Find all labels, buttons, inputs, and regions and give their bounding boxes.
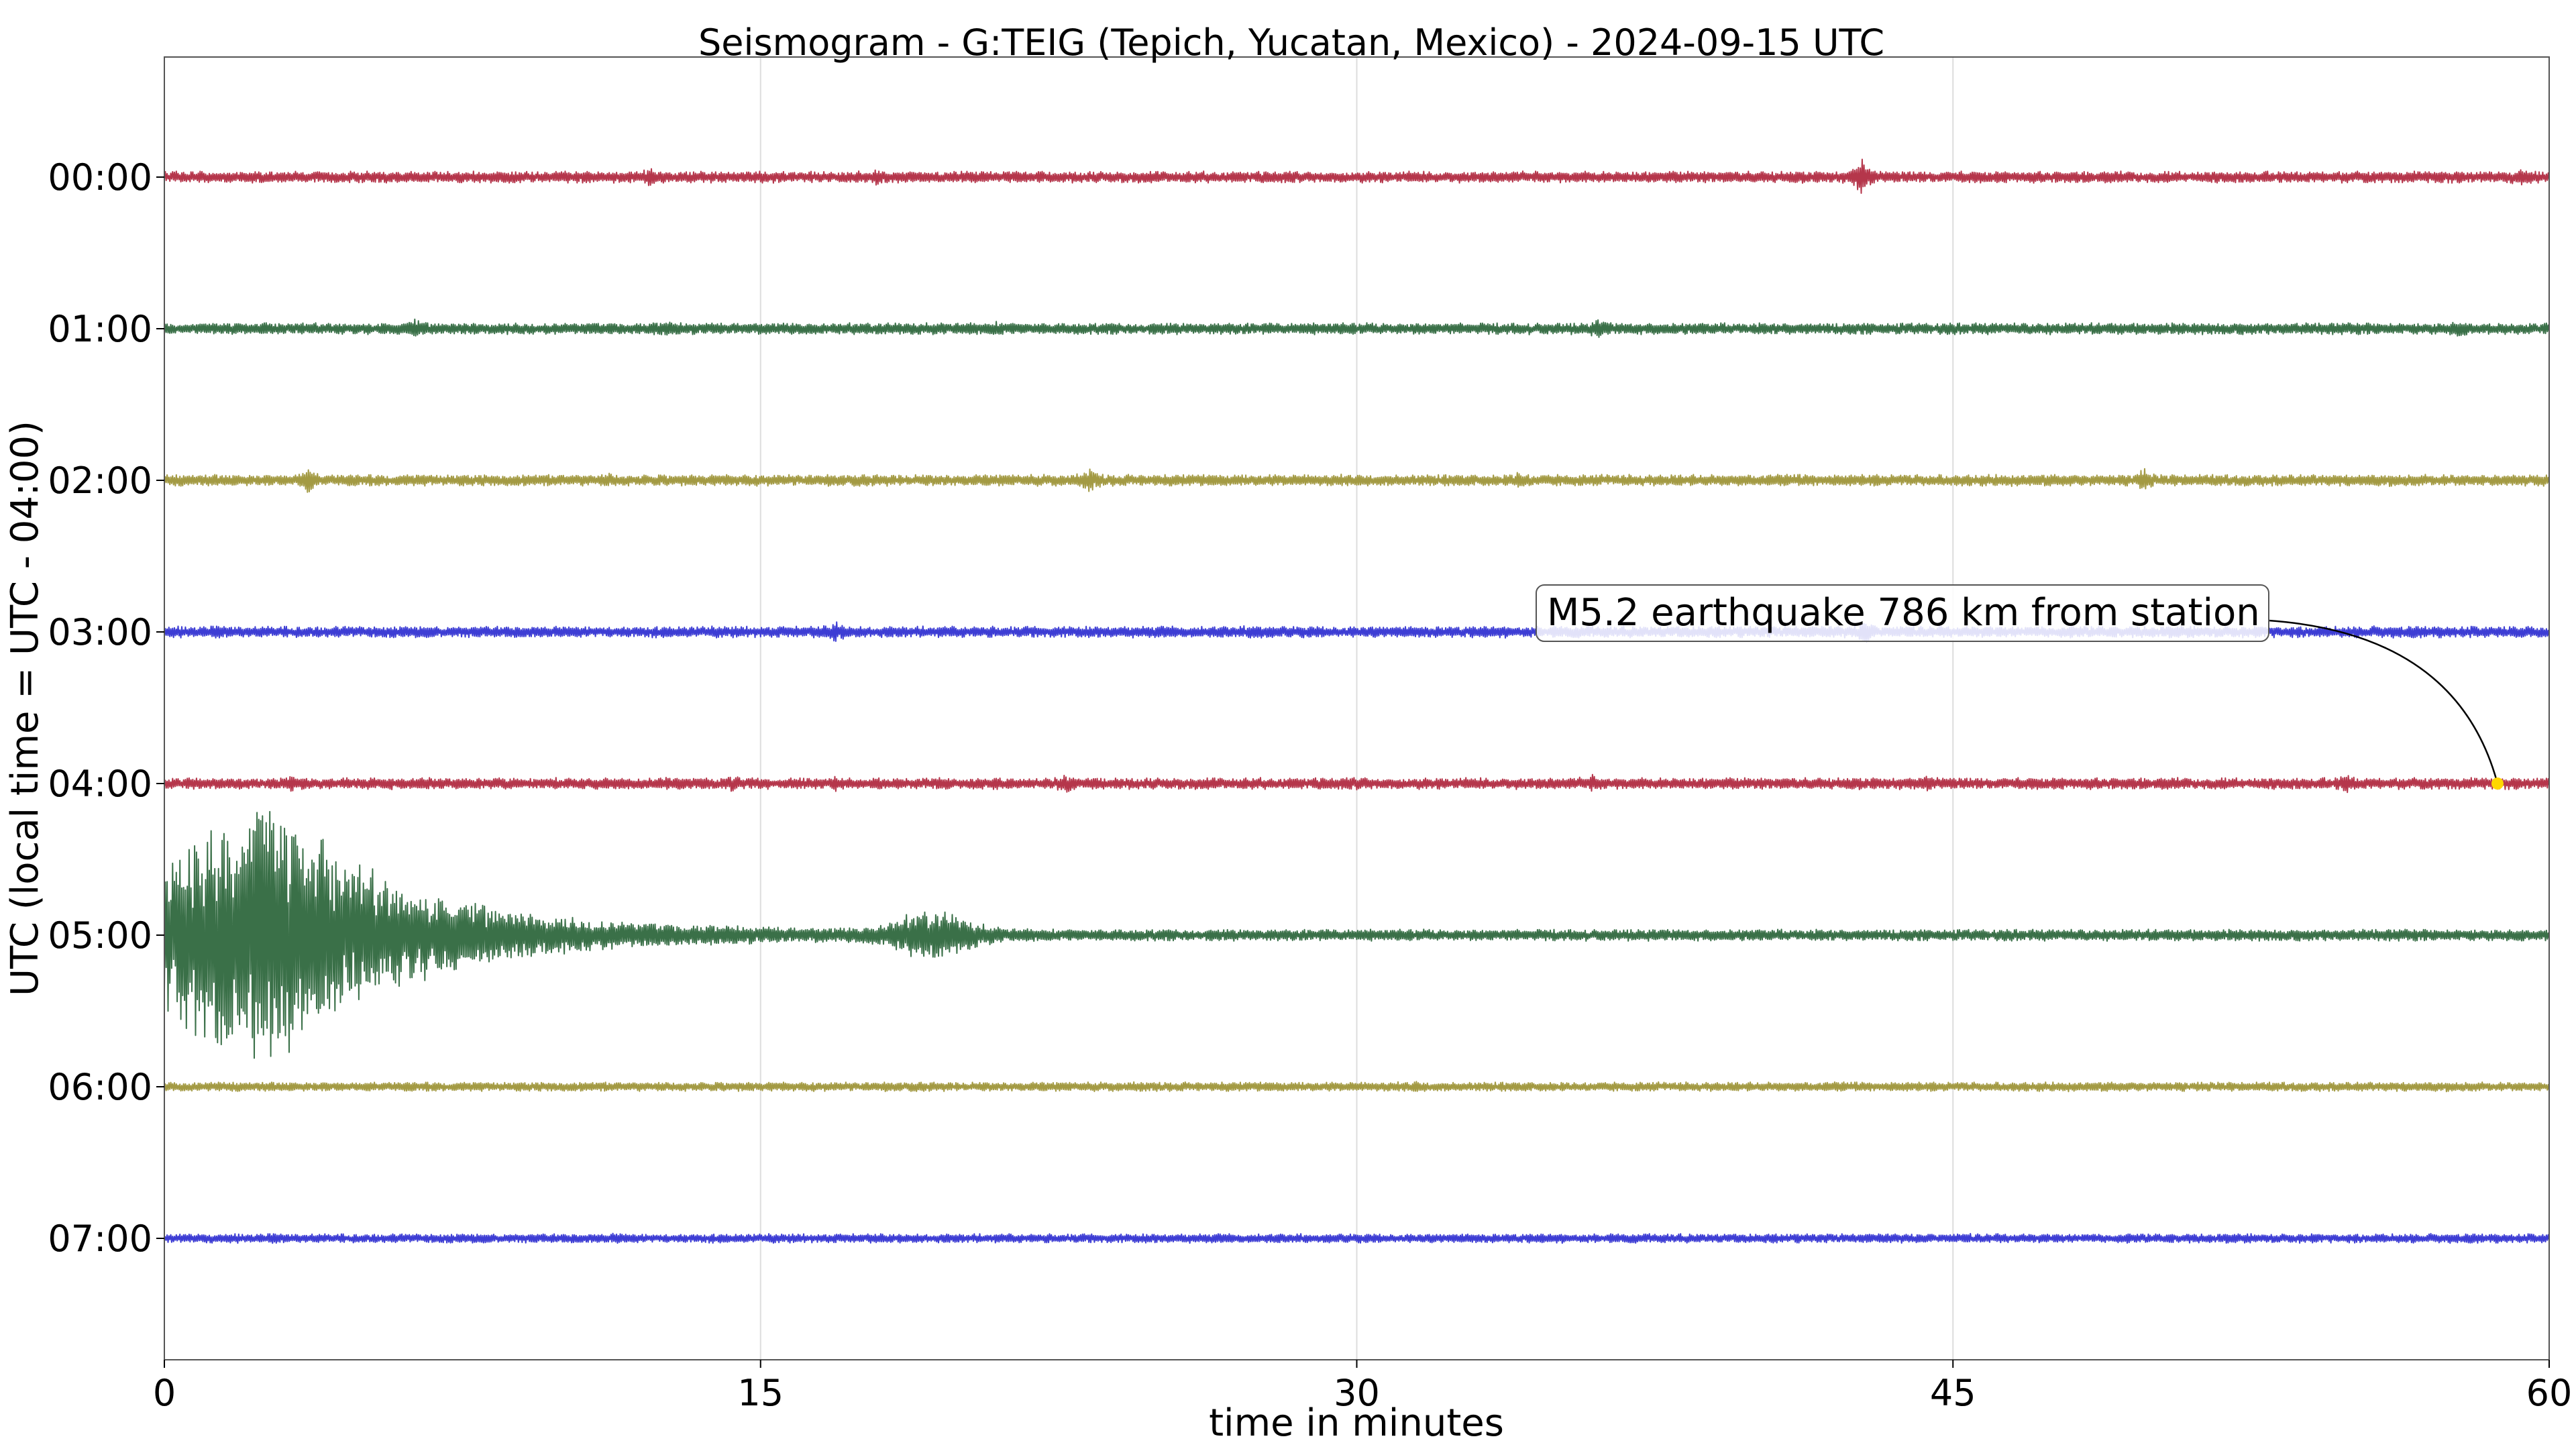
y-tick-label-00:00: 00:00 — [48, 156, 152, 199]
x-tick-label-15: 15 — [737, 1372, 784, 1414]
y-tick-label-04:00: 04:00 — [48, 763, 152, 805]
y-ticks: 00:00 01:00 02:00 03:00 04:00 05:00 06:00 07:00 — [48, 156, 164, 1260]
trace-01:00 — [164, 318, 2550, 338]
annotation-arrow — [2268, 619, 2499, 784]
x-tick-label-45: 45 — [1930, 1372, 1976, 1414]
x-tick-label-0: 0 — [153, 1372, 176, 1414]
x-tick-label-30: 30 — [1334, 1372, 1380, 1414]
grid-lines — [759, 57, 1954, 1360]
y-tick-label-01:00: 01:00 — [48, 308, 152, 350]
trace-06:00 — [164, 1081, 2550, 1093]
y-tick-label-07:00: 07:00 — [48, 1218, 152, 1260]
trace-lines — [164, 158, 2550, 1244]
trace-00:00 — [164, 158, 2550, 194]
x-ticks: 0 15 30 45 60 — [153, 1360, 2573, 1414]
y-tick-label-06:00: 06:00 — [48, 1066, 152, 1108]
y-axis-label: UTC (local time = UTC - 04:00) — [3, 421, 47, 996]
y-tick-label-02:00: 02:00 — [48, 460, 152, 502]
trace-04:00 — [164, 773, 2550, 794]
x-axis-label: time in minutes — [1209, 1401, 1504, 1445]
y-tick-label-03:00: 03:00 — [48, 611, 152, 653]
annotation-box — [1536, 584, 2269, 642]
annotation-label: M5.2 earthquake 786 km from station — [1547, 591, 2260, 635]
annotation-group: M5.2 earthquake 786 km from station — [1536, 584, 2504, 790]
trace-05:00 — [164, 810, 2550, 1059]
y-tick-label-05:00: 05:00 — [48, 914, 152, 957]
trace-02:00 — [164, 468, 2550, 493]
chart-title: Seismogram - G:TEIG (Tepich, Yucatan, Me… — [698, 21, 1884, 64]
trace-07:00 — [164, 1232, 2550, 1244]
x-tick-label-60: 60 — [2526, 1372, 2573, 1414]
earthquake-marker — [2491, 777, 2504, 790]
